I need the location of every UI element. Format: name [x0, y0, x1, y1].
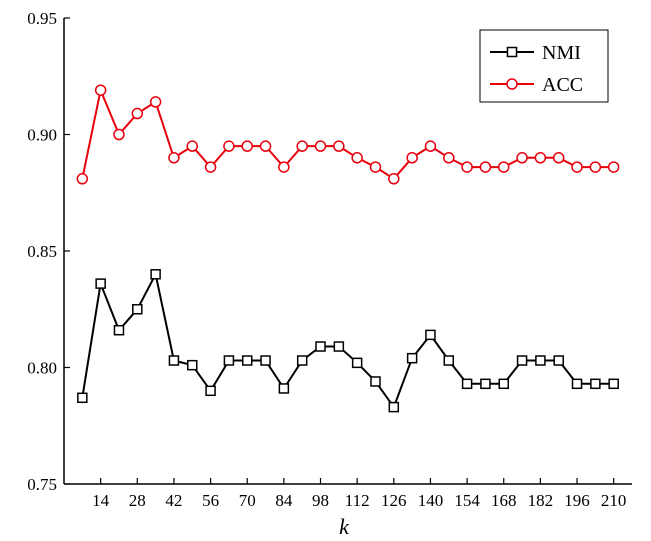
legend-marker-acc [506, 78, 518, 90]
x-tick-label: 42 [165, 491, 182, 510]
data-point-nmi [406, 352, 418, 364]
data-point-nmi [150, 269, 161, 280]
data-point-nmi [535, 355, 546, 366]
data-point-acc [149, 96, 162, 108]
data-point-acc [424, 140, 437, 152]
data-point-acc [131, 107, 144, 120]
data-point-acc [461, 161, 473, 173]
data-point-acc [168, 152, 180, 164]
x-tick-label: 98 [312, 491, 329, 510]
legend-marker-nmi [506, 46, 518, 58]
data-point-nmi [187, 359, 198, 371]
x-tick-label: 56 [202, 491, 219, 510]
data-point-acc [314, 140, 327, 152]
data-point-nmi [498, 378, 509, 390]
data-point-nmi [168, 355, 180, 366]
data-point-acc [94, 84, 107, 96]
data-point-nmi [443, 355, 455, 366]
y-tick-label: 0.90 [27, 126, 57, 145]
data-point-acc [296, 140, 308, 152]
series-line-acc [81, 86, 614, 181]
data-point-acc [571, 161, 583, 173]
data-point-nmi [205, 385, 216, 397]
data-point-nmi [278, 383, 290, 394]
data-point-acc [113, 128, 125, 141]
x-tick-label: 28 [129, 491, 146, 510]
data-point-acc [497, 161, 510, 173]
x-tick-label: 112 [345, 491, 370, 510]
legend-box [479, 29, 609, 103]
data-point-nmi [315, 341, 326, 352]
data-point-nmi [370, 376, 381, 387]
x-tick-label: 182 [528, 491, 554, 510]
data-point-acc [552, 152, 565, 164]
data-point-nmi [461, 378, 473, 390]
x-tick-label: 196 [564, 491, 590, 510]
data-point-nmi [241, 355, 253, 366]
data-point-nmi [516, 355, 528, 366]
x-axis-title: k [339, 514, 350, 539]
data-point-acc [186, 140, 199, 152]
legend-label-acc: ACC [542, 74, 583, 96]
data-point-acc [607, 161, 620, 173]
data-point-nmi [296, 355, 308, 366]
x-tick-label: 168 [491, 491, 517, 510]
data-point-nmi [77, 392, 88, 404]
series-acc [76, 84, 620, 185]
y-tick-label: 0.95 [27, 9, 57, 28]
y-tick-label: 0.75 [27, 475, 57, 494]
data-point-nmi [223, 355, 235, 366]
data-point-acc [589, 161, 602, 173]
series-line-nmi [81, 271, 614, 410]
x-tick-label: 14 [92, 491, 110, 510]
data-point-acc [204, 161, 217, 173]
data-point-acc [516, 152, 528, 164]
data-point-nmi [333, 341, 345, 352]
y-tick-label: 0.80 [27, 359, 57, 378]
legend: NMI ACC [479, 29, 609, 103]
data-point-acc [369, 161, 382, 173]
x-tick-label: 70 [239, 491, 256, 510]
data-point-acc [443, 152, 455, 164]
x-tick-label: 84 [275, 491, 293, 510]
data-point-acc [259, 140, 272, 152]
x-tick-label: 140 [418, 491, 444, 510]
data-point-nmi [388, 401, 400, 413]
data-point-acc [241, 140, 253, 152]
data-point-nmi [351, 357, 363, 369]
series-nmi [77, 269, 619, 413]
data-point-nmi [571, 378, 583, 390]
y-tick-label: 0.85 [27, 242, 57, 261]
x-tick-label: 210 [601, 491, 627, 510]
data-point-nmi [260, 355, 271, 366]
data-point-nmi [95, 278, 106, 289]
data-point-acc [388, 173, 400, 185]
data-point-nmi [553, 355, 564, 366]
series-layer [76, 84, 620, 413]
data-point-nmi [590, 378, 601, 390]
data-point-nmi [480, 378, 491, 390]
x-tick-label: 126 [381, 491, 407, 510]
data-point-acc [534, 152, 547, 164]
legend-label-nmi: NMI [542, 42, 581, 64]
data-point-acc [406, 152, 418, 164]
data-point-acc [278, 161, 290, 173]
data-point-nmi [608, 378, 619, 390]
x-tick-label: 154 [454, 491, 480, 510]
data-point-nmi [132, 304, 143, 315]
data-point-nmi [113, 324, 125, 336]
data-point-acc [76, 173, 89, 185]
data-point-nmi [425, 329, 436, 341]
data-point-acc [333, 140, 345, 152]
data-point-acc [351, 152, 363, 164]
data-point-acc [223, 140, 235, 152]
axes: 0.75 0.80 0.85 0.90 0.95 14 28 42 56 70 84 98 112 126… [27, 9, 632, 539]
data-point-acc [479, 161, 492, 173]
